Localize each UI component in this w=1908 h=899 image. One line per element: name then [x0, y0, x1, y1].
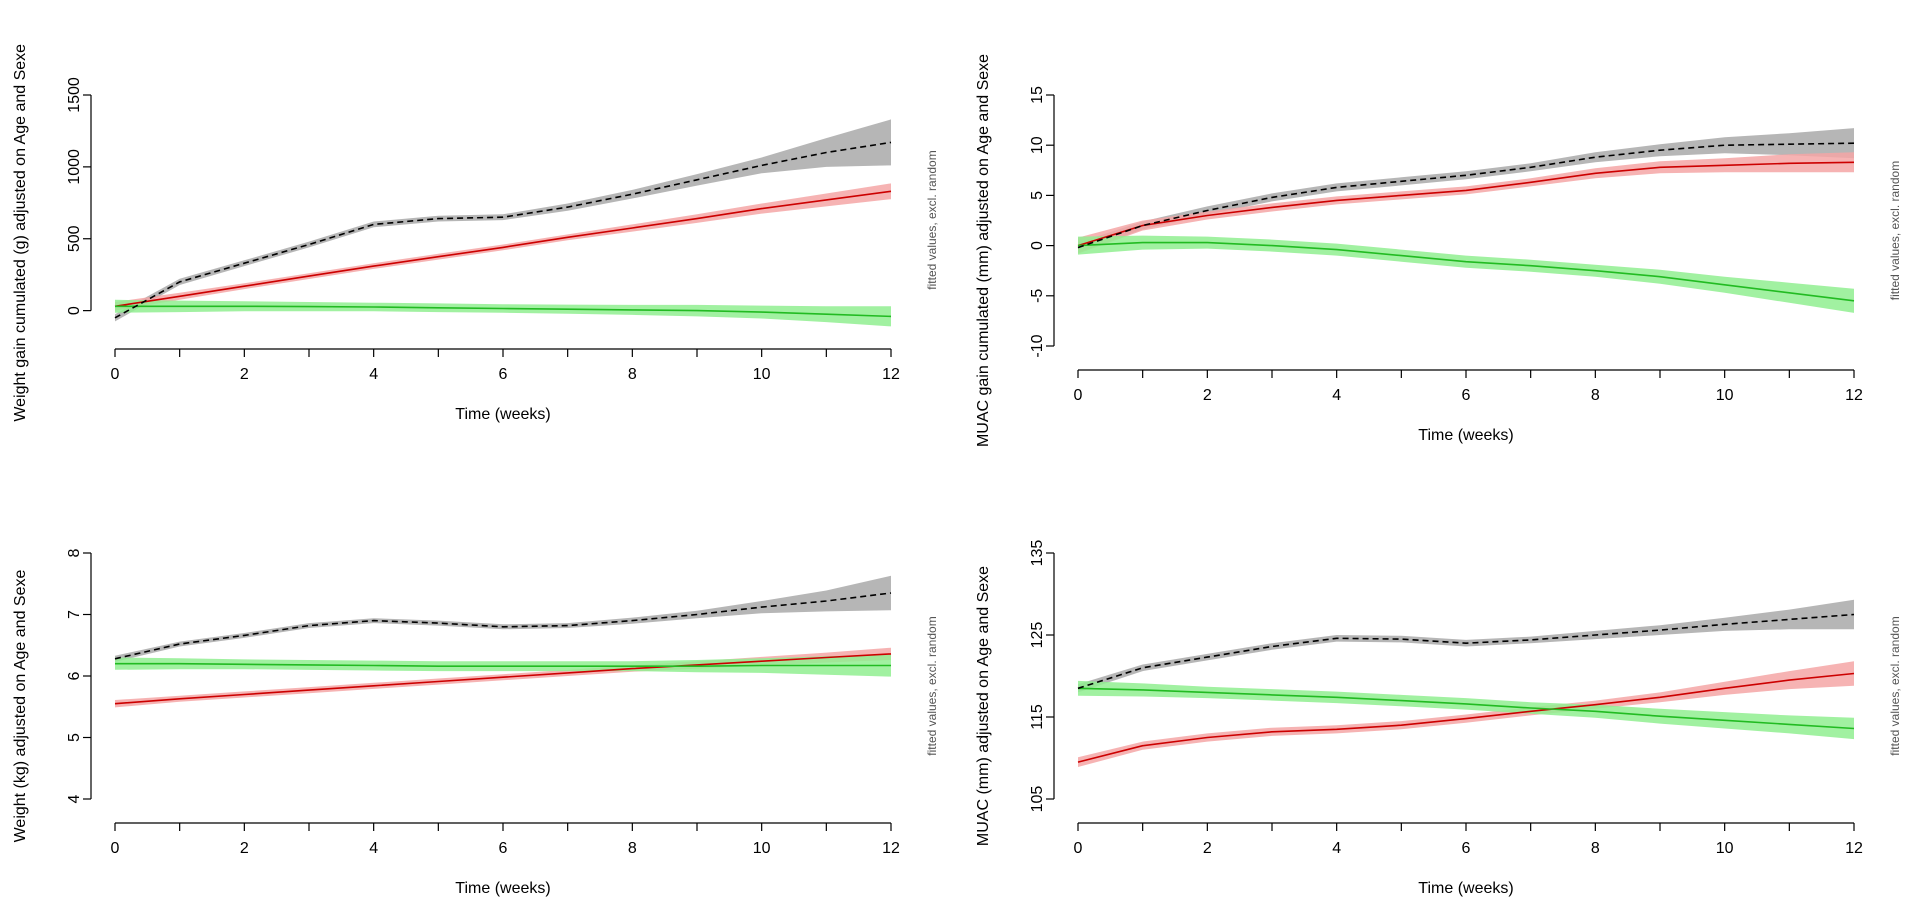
series-line-red	[1077, 672, 1855, 763]
x-tick-label: 10	[1716, 387, 1734, 404]
x-tick-label: 8	[1591, 840, 1600, 857]
y-tick-label: 8	[66, 548, 83, 557]
x-tick-label: 4	[1332, 840, 1341, 857]
y-tick-label: 0	[66, 306, 83, 315]
x-tick-label: 8	[1591, 387, 1600, 404]
x-tick-label: 6	[499, 840, 508, 857]
x-tick-label: 4	[369, 840, 378, 857]
y-tick-label: 5	[1029, 191, 1046, 200]
y-tick-label: 5	[66, 733, 83, 742]
series-line-red	[1077, 161, 1855, 247]
x-tick-label: 4	[1332, 387, 1341, 404]
y-tick-label: 115	[1029, 704, 1046, 730]
x-tick-label: 10	[753, 366, 771, 383]
y-tick-label: -5	[1029, 289, 1046, 303]
x-tick-label: 6	[1462, 387, 1471, 404]
y-tick-label: 105	[1029, 786, 1046, 813]
y-tick-label: 125	[1029, 622, 1046, 649]
panel-bottom-right: 105 115 125 135 0 2 4 6 8 10 12 Time (weeks) MUAC (m…	[975, 540, 1902, 897]
y-tick-label: 6	[66, 671, 83, 680]
series-line-red	[114, 190, 892, 308]
series-line-green	[1077, 687, 1855, 730]
x-tick-label: 6	[499, 366, 508, 383]
series-line-black	[114, 141, 892, 319]
x-tick-label: 2	[240, 840, 249, 857]
y-tick-label: 15	[1029, 86, 1046, 104]
y-axis-title: MUAC (mm) adjusted on Age and Sexe	[975, 566, 992, 846]
y-tick-label: 1000	[66, 149, 83, 185]
x-axis-title: Time (weeks)	[1418, 427, 1513, 444]
side-note: fitted values, excl. random	[1888, 616, 1902, 755]
x-tick-label: 0	[111, 840, 120, 857]
series-line-green	[115, 662, 891, 668]
ci-band-black	[1078, 128, 1854, 253]
panel-top-left: 0 500 1000 1500 0 2 4 6 8 10 12 Time (weeks) Weight …	[12, 44, 939, 423]
y-tick-label: 500	[66, 225, 83, 252]
y-tick-label: 135	[1029, 540, 1046, 567]
x-axis-title: Time (weeks)	[455, 880, 550, 897]
side-note: fitted values, excl. random	[925, 150, 939, 289]
x-tick-label: 2	[240, 366, 249, 383]
x-tick-label: 6	[1462, 840, 1471, 857]
series-line-black	[1077, 613, 1855, 690]
y-axis-title: Weight gain cumulated (g) adjusted on Ag…	[12, 44, 29, 422]
ci-band-black	[115, 575, 891, 662]
series-line-red	[114, 653, 892, 705]
side-note: fitted values, excl. random	[925, 616, 939, 755]
x-tick-label: 12	[882, 840, 900, 857]
x-tick-label: 2	[1203, 840, 1212, 857]
x-tick-label: 4	[369, 366, 378, 383]
y-axis-title: Weight (kg) adjusted on Age and Sexe	[12, 570, 29, 843]
x-tick-label: 10	[1716, 840, 1734, 857]
x-tick-label: 8	[628, 366, 637, 383]
x-tick-label: 10	[753, 840, 771, 857]
x-tick-label: 2	[1203, 387, 1212, 404]
series-line-black	[114, 592, 892, 660]
side-note: fitted values, excl. random	[1888, 161, 1902, 300]
x-axis-title: Time (weeks)	[1418, 880, 1513, 897]
panel-top-right: -10 -5 0 5 10 15 0 2 4 6 8 10 12 Time (weeks) MUAC gai…	[975, 54, 1902, 447]
x-tick-label: 12	[1845, 387, 1863, 404]
series-line-black	[1077, 142, 1855, 249]
x-tick-label: 0	[1074, 387, 1083, 404]
x-tick-label: 12	[882, 366, 900, 383]
x-tick-label: 12	[1845, 840, 1863, 857]
y-tick-label: -10	[1029, 334, 1046, 357]
x-tick-label: 0	[111, 366, 120, 383]
panel-bottom-left: 4 5 6 7 8 0 2 4 6 8 10 12 Time (weeks) Weight (kg) ad…	[12, 548, 939, 897]
y-tick-label: 4	[66, 794, 83, 803]
y-tick-label: 1500	[66, 77, 83, 113]
y-tick-label: 0	[1029, 241, 1046, 250]
y-tick-label: 7	[66, 610, 83, 619]
y-tick-label: 10	[1029, 136, 1046, 154]
x-axis-title: Time (weeks)	[455, 406, 550, 423]
series-line-green	[115, 305, 892, 318]
x-tick-label: 0	[1074, 840, 1083, 857]
x-tick-label: 8	[628, 840, 637, 857]
ci-band-green	[1078, 235, 1854, 313]
y-axis-title: MUAC gain cumulated (mm) adjusted on Age…	[975, 54, 992, 447]
series-line-green	[1077, 241, 1855, 302]
ci-band-red	[1078, 152, 1854, 254]
ci-band-black	[1078, 599, 1854, 693]
